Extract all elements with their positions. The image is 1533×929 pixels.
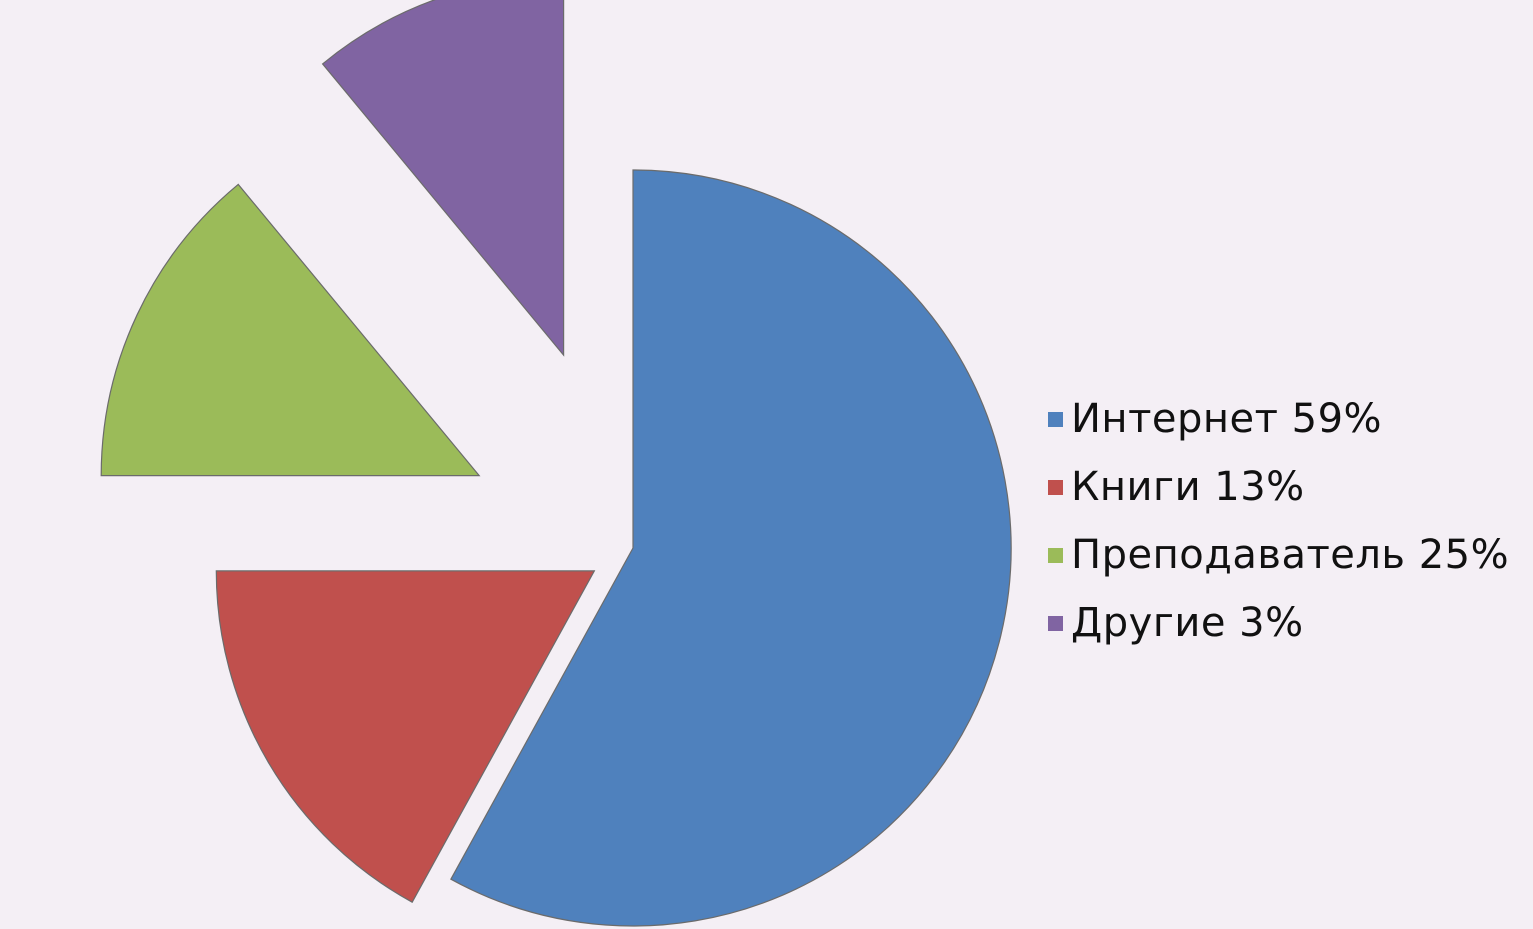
chart-legend: Интернет 59% Книги 13% Преподаватель 25% Др… xyxy=(1048,388,1509,654)
legend-swatch-internet xyxy=(1048,411,1063,427)
legend-label-other: Другие xyxy=(1071,600,1226,646)
legend-item-other: Другие 3% xyxy=(1048,592,1509,654)
legend-label-books: Книги xyxy=(1071,464,1202,510)
legend-swatch-books xyxy=(1048,479,1063,495)
legend-swatch-teacher xyxy=(1048,547,1063,563)
legend-percent-internet: 59% xyxy=(1291,396,1383,442)
legend-swatch-other xyxy=(1048,615,1063,631)
pie-slice-other xyxy=(321,0,565,357)
pie-slice-teacher xyxy=(100,183,481,477)
legend-percent-books: 13% xyxy=(1214,464,1305,510)
legend-item-books: Книги 13% xyxy=(1048,456,1509,518)
legend-percent-teacher: 25% xyxy=(1418,532,1510,578)
legend-label-teacher: Преподаватель xyxy=(1071,532,1406,578)
legend-percent-other: 3% xyxy=(1239,600,1304,646)
legend-item-teacher: Преподаватель 25% xyxy=(1048,524,1509,586)
legend-item-internet: Интернет 59% xyxy=(1048,388,1509,450)
pie-slice-books xyxy=(215,570,596,904)
pie-slice-internet xyxy=(450,169,1012,927)
legend-label-internet: Интернет xyxy=(1071,396,1279,442)
